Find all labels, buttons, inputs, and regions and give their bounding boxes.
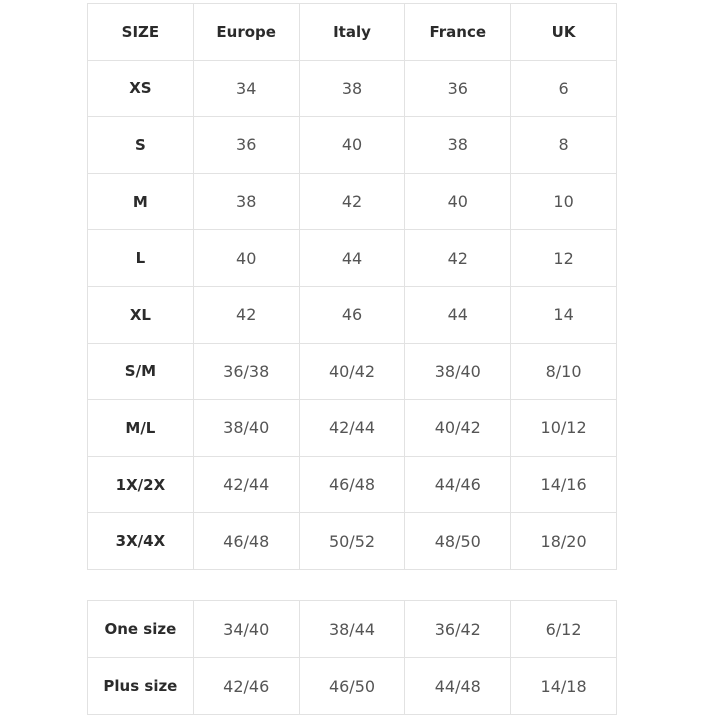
- table-cell: 38: [404, 116, 512, 174]
- table-cell: 34: [192, 59, 300, 118]
- column-header-europe: Europe: [192, 3, 300, 61]
- column-header-uk: UK: [510, 3, 617, 61]
- table-cell: 12: [510, 229, 617, 287]
- table-cell: 42: [192, 285, 300, 344]
- table-cell: 40: [298, 116, 406, 174]
- table-cell: 42: [404, 229, 512, 287]
- table-cell: 44: [404, 285, 512, 344]
- table-row: One size 34/40 38/44 36/42 6/12: [87, 600, 617, 658]
- table-cell: 18/20: [510, 512, 617, 570]
- table-cell: 10: [510, 172, 617, 231]
- table-cell: 42: [298, 172, 406, 231]
- table-row: M 38 42 40 10: [87, 172, 617, 231]
- table-cell: 40: [192, 229, 300, 287]
- table-cell: 38: [192, 172, 300, 231]
- table-row: M/L 38/40 42/44 40/42 10/12: [87, 399, 617, 457]
- table-cell: 38/40: [404, 342, 512, 401]
- table-cell: 48/50: [404, 512, 512, 570]
- table-row: XS 34 38 36 6: [87, 59, 617, 118]
- row-label: 1X/2X: [87, 455, 194, 514]
- table-cell: 42/44: [298, 399, 406, 457]
- table-cell: 46: [298, 285, 406, 344]
- table-cell: 14: [510, 285, 617, 344]
- table-cell: 46/48: [192, 512, 300, 570]
- table-cell: 46/50: [298, 657, 406, 715]
- row-label: XL: [87, 285, 194, 344]
- table-row: 3X/4X 46/48 50/52 48/50 18/20: [87, 512, 617, 570]
- one-plus-size-table: One size 34/40 38/44 36/42 6/12 Plus size 42/4…: [87, 600, 617, 715]
- table-cell: 44/48: [404, 657, 512, 715]
- table-cell: 40/42: [298, 342, 406, 401]
- row-label: One size: [87, 600, 194, 658]
- size-chart-table: SIZE Europe Italy France UK XS 34 38 36 6 S 36 40 38…: [87, 3, 617, 570]
- column-header-size: SIZE: [87, 3, 194, 61]
- row-label: XS: [87, 59, 194, 118]
- column-header-france: France: [404, 3, 512, 61]
- table-row: S/M 36/38 40/42 38/40 8/10: [87, 342, 617, 401]
- row-label: S: [87, 116, 194, 174]
- table-row: 1X/2X 42/44 46/48 44/46 14/16: [87, 455, 617, 514]
- row-label: M: [87, 172, 194, 231]
- table-cell: 38/44: [298, 600, 406, 658]
- table-cell: 36: [192, 116, 300, 174]
- table-cell: 44: [298, 229, 406, 287]
- table-cell: 6: [510, 59, 617, 118]
- table-cell: 8/10: [510, 342, 617, 401]
- table-cell: 40/42: [404, 399, 512, 457]
- row-label: L: [87, 229, 194, 287]
- row-label: S/M: [87, 342, 194, 401]
- table-cell: 46/48: [298, 455, 406, 514]
- table-cell: 50/52: [298, 512, 406, 570]
- table-cell: 44/46: [404, 455, 512, 514]
- table-row: Plus size 42/46 46/50 44/48 14/18: [87, 657, 617, 715]
- table-cell: 36/38: [192, 342, 300, 401]
- table-row: XL 42 46 44 14: [87, 285, 617, 344]
- table-cell: 38: [298, 59, 406, 118]
- table-row: L 40 44 42 12: [87, 229, 617, 287]
- row-label: 3X/4X: [87, 512, 194, 570]
- table-cell: 34/40: [192, 600, 300, 658]
- table-cell: 8: [510, 116, 617, 174]
- row-label: M/L: [87, 399, 194, 457]
- table-row: S 36 40 38 8: [87, 116, 617, 174]
- table-cell: 6/12: [510, 600, 617, 658]
- table-cell: 38/40: [192, 399, 300, 457]
- column-header-italy: Italy: [298, 3, 406, 61]
- table-cell: 36/42: [404, 600, 512, 658]
- table-cell: 10/12: [510, 399, 617, 457]
- table-header-row: SIZE Europe Italy France UK: [87, 3, 617, 61]
- table-cell: 36: [404, 59, 512, 118]
- table-cell: 42/46: [192, 657, 300, 715]
- table-cell: 14/16: [510, 455, 617, 514]
- table-cell: 42/44: [192, 455, 300, 514]
- table-cell: 14/18: [510, 657, 617, 715]
- table-cell: 40: [404, 172, 512, 231]
- row-label: Plus size: [87, 657, 194, 715]
